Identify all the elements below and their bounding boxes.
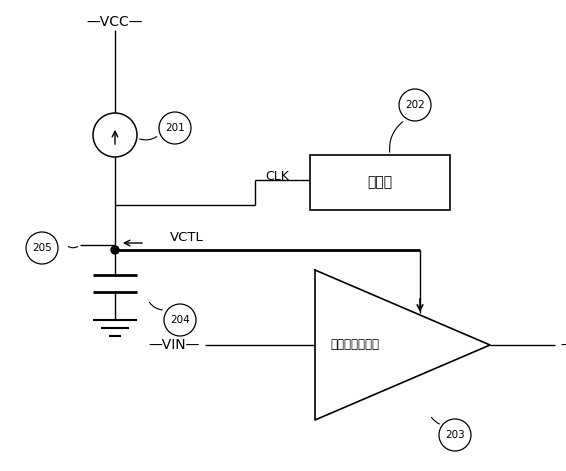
Circle shape xyxy=(439,419,471,451)
Circle shape xyxy=(111,246,119,254)
Text: 205: 205 xyxy=(32,243,52,253)
Text: CLK: CLK xyxy=(265,171,289,184)
Text: —VIN—: —VIN— xyxy=(149,338,200,352)
Text: 203: 203 xyxy=(445,430,465,440)
Circle shape xyxy=(159,112,191,144)
Text: VCTL: VCTL xyxy=(170,231,204,244)
Bar xyxy=(310,155,450,210)
Text: 201: 201 xyxy=(165,123,185,133)
Text: —VOUT—: —VOUT— xyxy=(560,338,566,352)
Text: —VCC—: —VCC— xyxy=(87,15,143,29)
Text: 振荡器: 振荡器 xyxy=(367,176,393,189)
Circle shape xyxy=(26,232,58,264)
Circle shape xyxy=(399,89,431,121)
Text: 可变增益放大器: 可变增益放大器 xyxy=(330,339,379,351)
Circle shape xyxy=(93,113,137,157)
Text: 202: 202 xyxy=(405,100,425,110)
Circle shape xyxy=(164,304,196,336)
Text: 204: 204 xyxy=(170,315,190,325)
